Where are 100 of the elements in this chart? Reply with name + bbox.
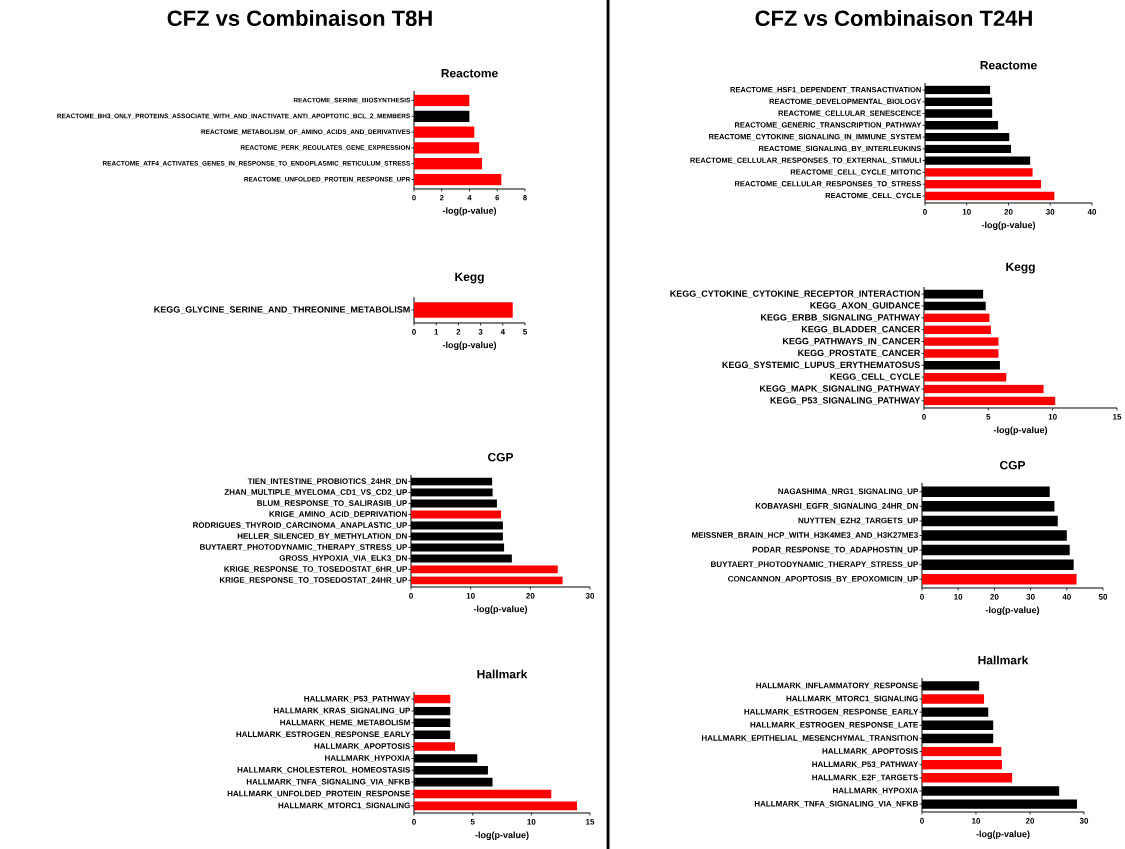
y-tick-label: BUYTAERT_PHOTODYNAMIC_THERAPY_STRESS_UP — [711, 561, 919, 568]
y-tick-label: RODRIGUES_THYROID_CARCINOMA_ANAPLASTIC_UP — [193, 522, 408, 529]
y-tick-label: KEGG_PATHWAYS_IN_CANCER — [783, 337, 921, 346]
x-tick-label: 10 — [527, 819, 536, 825]
bar — [414, 94, 470, 107]
x-tick-label: 4 — [500, 329, 505, 335]
x-axis-title: -log(p-value) — [993, 426, 1048, 435]
y-tick-label: HALLMARK_ESTROGEN_RESPONSE_EARLY — [744, 708, 919, 716]
x-axis-title: -log(p-value) — [473, 605, 528, 614]
bar — [922, 746, 1002, 757]
y-tick-label: HALLMARK_ESTROGEN_RESPONSE_EARLY — [236, 731, 411, 738]
y-tick-label: KEGG_ERBB_SIGNALING_PATHWAY — [761, 314, 921, 322]
y-tick-label: HALLMARK_KRAS_SIGNALING_UP — [273, 707, 411, 715]
y-tick-label: HALLMARK_HYPOXIA — [325, 755, 411, 762]
x-tick-label: 0 — [920, 818, 924, 824]
x-axis-title: -log(p-value) — [981, 221, 1036, 230]
y-tick-label: HALLMARK_MTORC1_SIGNALING — [278, 802, 410, 810]
y-tick-label: HALLMARK_TNFA_SIGNALING_VIA_NFKB — [754, 800, 918, 808]
y-tick-label: ZHAN_MULTIPLE_MYELOMA_CD1_VS_CD2_UP — [224, 489, 408, 496]
chart-title: Kegg — [455, 272, 484, 284]
chart-title: CFZ vs Combinaison T8H — [167, 9, 432, 27]
bar — [922, 759, 1002, 770]
bar — [922, 694, 985, 704]
chart-subtitle: Reactome — [441, 69, 498, 78]
y-tick-label: HALLMARK_HYPOXIA — [833, 787, 919, 795]
y-tick-label: KEGG_MAPK_SIGNALING_PATHWAY — [760, 385, 921, 393]
x-tick-label: 10 — [972, 818, 981, 824]
y-tick-label: KEGG_GLYCINE_SERINE_AND_THREONINE_METABOLISM — [154, 306, 410, 314]
y-tick-label: HALLMARK_E2F_TARGETS — [812, 774, 918, 782]
y-tick-label: TIEN_INTESTINE_PROBIOTICS_24HR_DN — [247, 478, 407, 485]
x-tick-label: 50 — [1098, 594, 1108, 600]
x-tick-label: 40 — [1062, 594, 1071, 600]
x-axis-title: -log(p-value) — [442, 341, 497, 350]
bar — [924, 396, 1056, 406]
y-tick-label: KRIGE_RESPONSE_TO_TOSEDOSTAT_24HR_UP — [219, 577, 408, 584]
y-tick-label: HALLMARK_INFLAMMATORY_RESPONSE — [756, 682, 918, 690]
x-tick-label: 2 — [456, 329, 461, 335]
x-tick-label: 10 — [1048, 414, 1057, 420]
y-tick-label: HALLMARK_P53_PATHWAY — [304, 695, 411, 703]
y-tick-label: KEGG_SYSTEMIC_LUPUS_ERYTHEMATOSUS — [722, 361, 920, 369]
bar — [925, 179, 1042, 189]
x-tick-label: 30 — [1045, 209, 1055, 215]
y-tick-label: KEGG_AXON_GUIDANCE — [810, 302, 920, 310]
y-tick-label: HALLMARK_CHOLESTEROL_HOMEOSTASIS — [237, 767, 410, 774]
x-axis-title: -log(p-value) — [442, 207, 497, 216]
chart-title: CGP — [487, 452, 514, 462]
x-tick-label: 1 — [434, 329, 439, 335]
x-axis-title: -log(p-value) — [475, 831, 529, 840]
y-tick-label: HALLMARK_EPITHELIAL_MESENCHYMAL_TRANSITION — [701, 735, 918, 742]
x-tick-label: 20 — [1025, 818, 1035, 824]
y-tick-label: HALLMARK_MTORC1_SIGNALING — [786, 695, 918, 703]
y-tick-label: NUYTTEN_EZH2_TARGETS_UP — [798, 517, 919, 525]
x-axis-title: -log(p-value) — [976, 830, 1030, 839]
y-tick-label: HALLMARK_HEME_METABOLISM — [280, 719, 410, 727]
bar — [922, 773, 1013, 783]
y-tick-label: HELLER_SILENCED_BY_METHYLATION_DN — [237, 533, 407, 540]
x-tick-label: 30 — [1026, 594, 1035, 600]
x-tick-label: 30 — [585, 593, 595, 599]
y-tick-label: HALLMARK_APOPTOSIS — [822, 748, 918, 755]
y-tick-label: HALLMARK_ESTROGEN_RESPONSE_LATE — [750, 722, 918, 729]
y-tick-label: KEGG_CELL_CYCLE — [830, 373, 920, 381]
x-tick-label: 10 — [962, 209, 971, 215]
x-tick-label: 20 — [1004, 209, 1013, 215]
y-tick-label: BLUM_RESPONSE_TO_SALIRASIB_UP — [257, 500, 408, 507]
bar — [924, 313, 990, 323]
x-tick-label: 30 — [1079, 818, 1089, 824]
x-tick-label: 5 — [470, 819, 475, 825]
y-tick-label: GROSS_HYPOXIA_VIA_ELK3_DN — [279, 555, 407, 562]
x-tick-label: 0 — [412, 329, 416, 335]
x-tick-label: 15 — [1113, 414, 1122, 420]
bar — [924, 337, 999, 346]
bar — [925, 168, 1033, 177]
chart-title: Kegg — [1006, 262, 1035, 274]
chart-title: CGP — [999, 460, 1026, 470]
x-tick-label: 3 — [478, 329, 483, 335]
y-tick-label: HALLMARK_TNFA_SIGNALING_VIA_NFKB — [246, 778, 410, 786]
bar — [414, 694, 451, 704]
bar — [414, 142, 480, 154]
bar — [922, 573, 1077, 585]
x-tick-label: 10 — [954, 594, 963, 600]
bar — [925, 191, 1055, 201]
x-axis-title: -log(p-value) — [985, 606, 1040, 615]
y-tick-label: PODAR_RESPONSE_TO_ADAPHOSTIN_UP — [752, 546, 919, 554]
y-tick-label: KOBAYASHI_EGFR_SIGNALING_24HR_DN — [755, 503, 918, 510]
bar — [924, 325, 991, 334]
bar — [414, 173, 502, 186]
y-tick-label: NAGASHIMA_NRG1_SIGNALING_UP — [778, 488, 919, 496]
chart-title: Hallmark — [978, 655, 1029, 665]
bar — [414, 789, 552, 799]
y-tick-label: KEGG_BLADDER_CANCER — [801, 326, 921, 334]
x-tick-label: 5 — [523, 329, 527, 335]
bar — [924, 384, 1044, 394]
x-tick-label: 0 — [922, 414, 926, 420]
y-tick-label: KEGG_PROSTATE_CANCER — [798, 349, 921, 358]
chart-subtitle: Reactome — [980, 61, 1037, 70]
y-tick-label: MEISSNER_BRAIN_HCP_WITH_H3K4ME3_AND_H3K27ME3 — [692, 532, 918, 539]
bar — [414, 742, 456, 751]
x-tick-label: 20 — [526, 593, 535, 599]
bar — [411, 565, 558, 574]
y-tick-label: HALLMARK_APOPTOSIS — [314, 743, 410, 750]
